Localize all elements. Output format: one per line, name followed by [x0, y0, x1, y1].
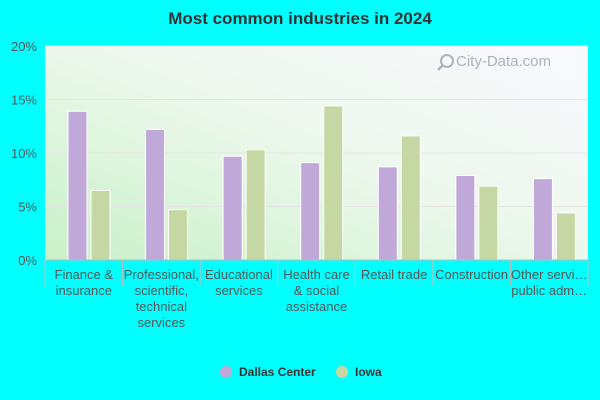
legend-label: Dallas Center — [239, 365, 316, 379]
bar-dallas-center[interactable]: Dallas Center: 7.6% — [532, 178, 553, 261]
category-label: Other servi… public adm… — [511, 267, 588, 298]
y-tick-label: 10% — [11, 146, 37, 161]
category-label: Finance & insurance — [55, 267, 114, 298]
bar-dallas-center[interactable]: Dallas Center: 13.9% — [67, 110, 88, 261]
bar-dallas-center[interactable]: Dallas Center: 8.7% — [377, 166, 398, 261]
legend-swatch — [336, 366, 348, 378]
bar-dallas-center[interactable]: Dallas Center: 9.7% — [222, 155, 243, 261]
category-label: Construction — [435, 267, 508, 282]
bar-dallas-center[interactable]: Dallas Center: 12.2% — [145, 128, 166, 261]
category-labels: Finance & insurance Professional, scientifi… — [55, 267, 588, 330]
y-tick-label: 5% — [18, 200, 37, 215]
legend-swatch — [220, 366, 232, 378]
y-tick-label: 15% — [11, 93, 37, 108]
x-axis — [44, 259, 589, 286]
category-label: Retail trade — [361, 267, 427, 282]
bar-iowa[interactable]: Iowa: 6.9% — [478, 185, 499, 261]
category-label: Health care & social assistance — [283, 267, 349, 314]
y-tick-label: 20% — [11, 39, 37, 54]
bar-iowa[interactable]: Iowa: 4.4% — [555, 212, 576, 261]
bar-iowa[interactable]: Iowa: 11.6% — [400, 135, 421, 261]
y-axis-ticks: 0% 5% 10% 15% 20% — [11, 39, 37, 268]
legend-label: Iowa — [355, 365, 382, 379]
watermark-text: City-Data.com — [456, 53, 551, 70]
bar-dallas-center[interactable]: Dallas Center: 9.1% — [300, 162, 321, 261]
category-label: Educational services — [205, 267, 273, 298]
legend: Dallas Center Iowa — [220, 365, 382, 379]
bar-iowa[interactable]: Iowa: 4.7% — [168, 209, 189, 261]
bar-iowa[interactable]: Iowa: 14.4% — [323, 105, 344, 261]
bar-iowa[interactable]: Iowa: 6.5% — [90, 189, 111, 261]
bar-iowa[interactable]: Iowa: 10.3% — [245, 149, 266, 261]
chart-title: Most common industries in 2024 — [168, 9, 432, 28]
watermark: City-Data.com — [437, 53, 551, 71]
y-tick-label: 0% — [18, 253, 37, 268]
magnifier-icon — [437, 54, 454, 71]
category-label: Professional, scientific, technical service… — [124, 267, 199, 330]
bar-dallas-center[interactable]: Dallas Center: 7.9% — [455, 174, 476, 261]
